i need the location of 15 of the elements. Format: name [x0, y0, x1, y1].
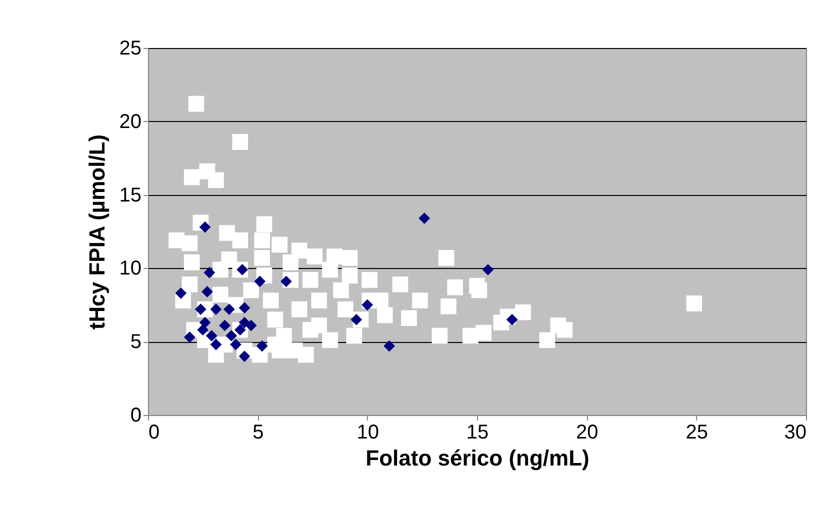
y-tick-label: 0 — [130, 404, 142, 426]
x-tick-label: 25 — [686, 422, 708, 444]
x-tick-label: 5 — [252, 422, 264, 444]
y-tick-label: 20 — [119, 110, 142, 133]
x-tick-label: 30 — [784, 422, 806, 444]
x-tick-label: 15 — [466, 422, 489, 444]
x-tick-label: 10 — [356, 422, 379, 444]
y-axis-title: tHcy FPIA (µmol/L) — [84, 134, 110, 330]
y-tick-label: 10 — [119, 258, 142, 280]
x-tick-label: 20 — [576, 422, 598, 444]
x-axis-title: Folato sérico (ng/mL) — [366, 446, 590, 470]
y-tick-label: 5 — [130, 331, 142, 354]
x-tick-label: 0 — [148, 422, 160, 444]
y-tick-label: 25 — [119, 38, 142, 60]
y-tick-label: 15 — [119, 184, 142, 206]
